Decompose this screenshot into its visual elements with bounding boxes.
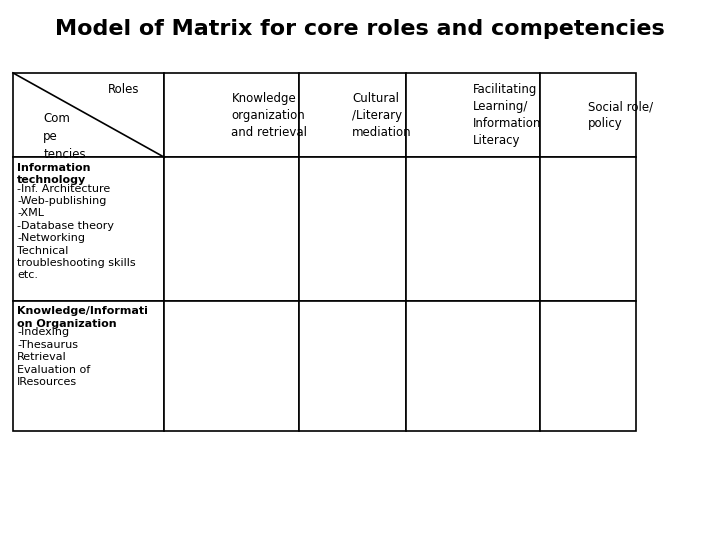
Bar [164,301,299,431]
Text: Model of Matrix for core roles and competencies: Model of Matrix for core roles and compe… [55,19,665,39]
Bar [13,301,164,431]
Bar [13,73,164,157]
Text: Social role/
policy: Social role/ policy [588,100,653,130]
Text: Knowledge/Informati
on Organization: Knowledge/Informati on Organization [17,307,148,329]
Bar [299,73,405,157]
Bar [164,73,299,157]
Bar [405,157,539,301]
Text: Cultural
/Literary
mediation: Cultural /Literary mediation [352,92,412,139]
Bar [13,157,164,301]
Text: -Inf. Architecture
-Web-publishing
-XML
-Database theory
-Networking
Technical
t: -Inf. Architecture -Web-publishing -XML … [17,184,136,280]
Bar [299,157,405,301]
Bar [405,301,539,431]
Bar [539,73,636,157]
Text: Information
technology: Information technology [17,163,91,185]
Text: Facilitating
Learning/
Information
Literacy: Facilitating Learning/ Information Liter… [472,83,541,147]
Text: -Indexing
-Thesaurus
Retrieval
Evaluation of
IResources: -Indexing -Thesaurus Retrieval Evaluatio… [17,327,91,387]
Bar [405,73,539,157]
Bar [539,157,636,301]
Bar [299,301,405,431]
Bar [539,301,636,431]
Text: Roles: Roles [108,83,139,96]
Bar [164,157,299,301]
Text: Knowledge
organization
and retrieval: Knowledge organization and retrieval [231,92,307,139]
Text: Com
pe
tencies: Com pe tencies [43,112,86,161]
